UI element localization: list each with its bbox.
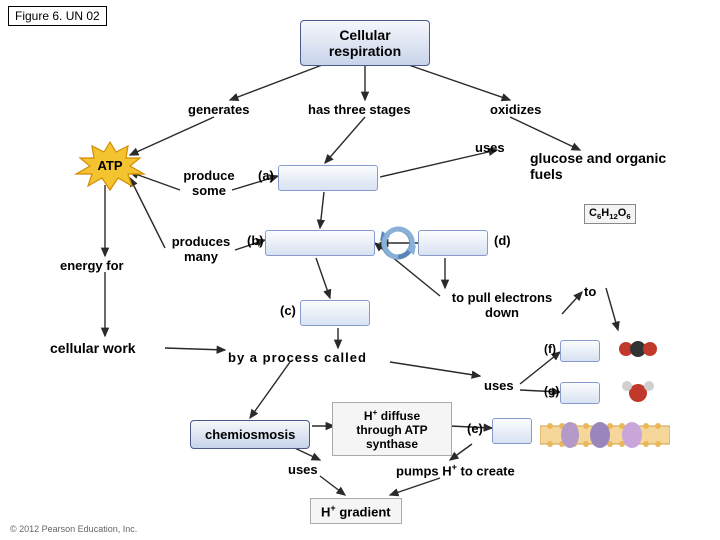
label-to: to — [584, 284, 596, 299]
atp-starburst-icon: ATP — [74, 140, 146, 192]
node-process-called: by a process called — [228, 350, 367, 365]
label-uses-2: uses — [484, 378, 514, 393]
node-h-gradient: H+ gradient — [310, 498, 402, 524]
cycle-icon — [378, 223, 418, 263]
label-d: (d) — [494, 233, 511, 248]
blank-f — [560, 340, 600, 362]
node-chemiosmosis: chemiosmosis — [190, 420, 310, 449]
label-e: (e) — [467, 421, 483, 436]
svg-text:ATP: ATP — [97, 158, 122, 173]
molecule-co2-icon — [612, 334, 662, 364]
label-has-three-stages: has three stages — [308, 102, 411, 117]
label-oxidizes: oxidizes — [490, 102, 541, 117]
node-cellular-work: cellular work — [50, 340, 136, 356]
blank-d — [418, 230, 488, 256]
label-energy-for: energy for — [60, 258, 124, 273]
label-a: (a) — [258, 168, 274, 183]
label-uses-3: uses — [288, 462, 318, 477]
membrane-etc-icon — [540, 410, 670, 460]
label-b: (b) — [247, 233, 264, 248]
label-c: (c) — [280, 303, 296, 318]
blank-g — [560, 382, 600, 404]
blank-c — [300, 300, 370, 326]
label-produce-some: produce some — [179, 168, 239, 198]
label-pumps: pumps H+ to create — [396, 462, 515, 478]
node-h-diffuse: H+ diffuse through ATP synthase — [332, 402, 452, 456]
label-to-pull: to pull electrons down — [442, 290, 562, 320]
blank-b — [265, 230, 375, 256]
node-glucose: glucose and organic fuels — [530, 150, 680, 182]
blank-a — [278, 165, 378, 191]
label-f: (f) — [544, 342, 556, 356]
label-uses-1: uses — [475, 140, 505, 155]
node-cellular-respiration: Cellular respiration — [300, 20, 430, 66]
blank-e — [492, 418, 532, 444]
label-g: (g) — [544, 384, 559, 398]
molecule-h2o-icon — [616, 376, 660, 406]
label-produces-many: produces many — [166, 234, 236, 264]
glucose-formula-icon: C6H12O6 — [584, 204, 636, 224]
label-generates: generates — [188, 102, 249, 117]
